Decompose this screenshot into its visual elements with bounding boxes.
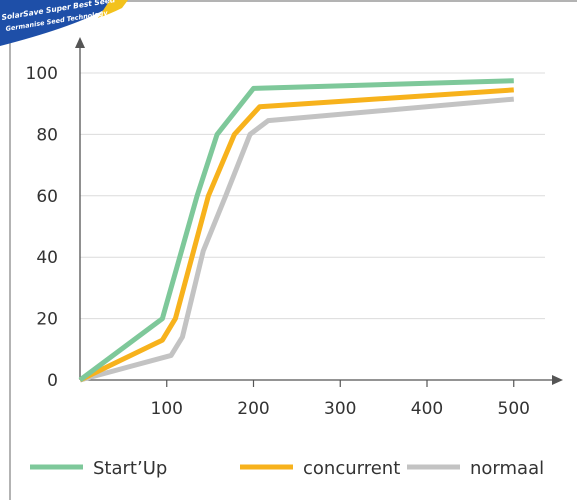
- y-tick-label: 80: [36, 125, 58, 145]
- y-axis-arrow: [75, 37, 85, 48]
- x-tick-label: 400: [411, 399, 443, 419]
- x-tick-label: 300: [324, 399, 356, 419]
- y-tick-label: 100: [26, 64, 58, 84]
- series-lines: [78, 78, 515, 383]
- x-axis-tick-labels: 100 200 300 400 500: [151, 380, 530, 419]
- gridlines: [80, 72, 545, 320]
- legend-label: Start’Up: [93, 458, 167, 479]
- y-tick-label: 40: [36, 248, 58, 268]
- y-axis-tick-labels: 0 20 40 60 80 100: [26, 64, 58, 391]
- x-tick-label: 500: [498, 399, 530, 419]
- legend-label: concurrent: [303, 458, 400, 479]
- series-line-concurrent: [78, 87, 514, 383]
- brand-logo: SolarSave Super Best Seed Germanise Seed…: [0, 0, 128, 46]
- series-line-normaal: [79, 96, 515, 383]
- x-tick-label: 200: [237, 399, 269, 419]
- y-tick-label: 20: [36, 310, 58, 330]
- series-line-start-up: [78, 78, 514, 383]
- legend: Start’Up concurrent normaal: [30, 458, 544, 479]
- y-tick-label: 60: [36, 187, 58, 207]
- y-tick-label: 0: [47, 371, 58, 391]
- x-tick-label: 100: [151, 399, 183, 419]
- x-axis-arrow: [552, 375, 563, 385]
- legend-label: normaal: [470, 458, 544, 479]
